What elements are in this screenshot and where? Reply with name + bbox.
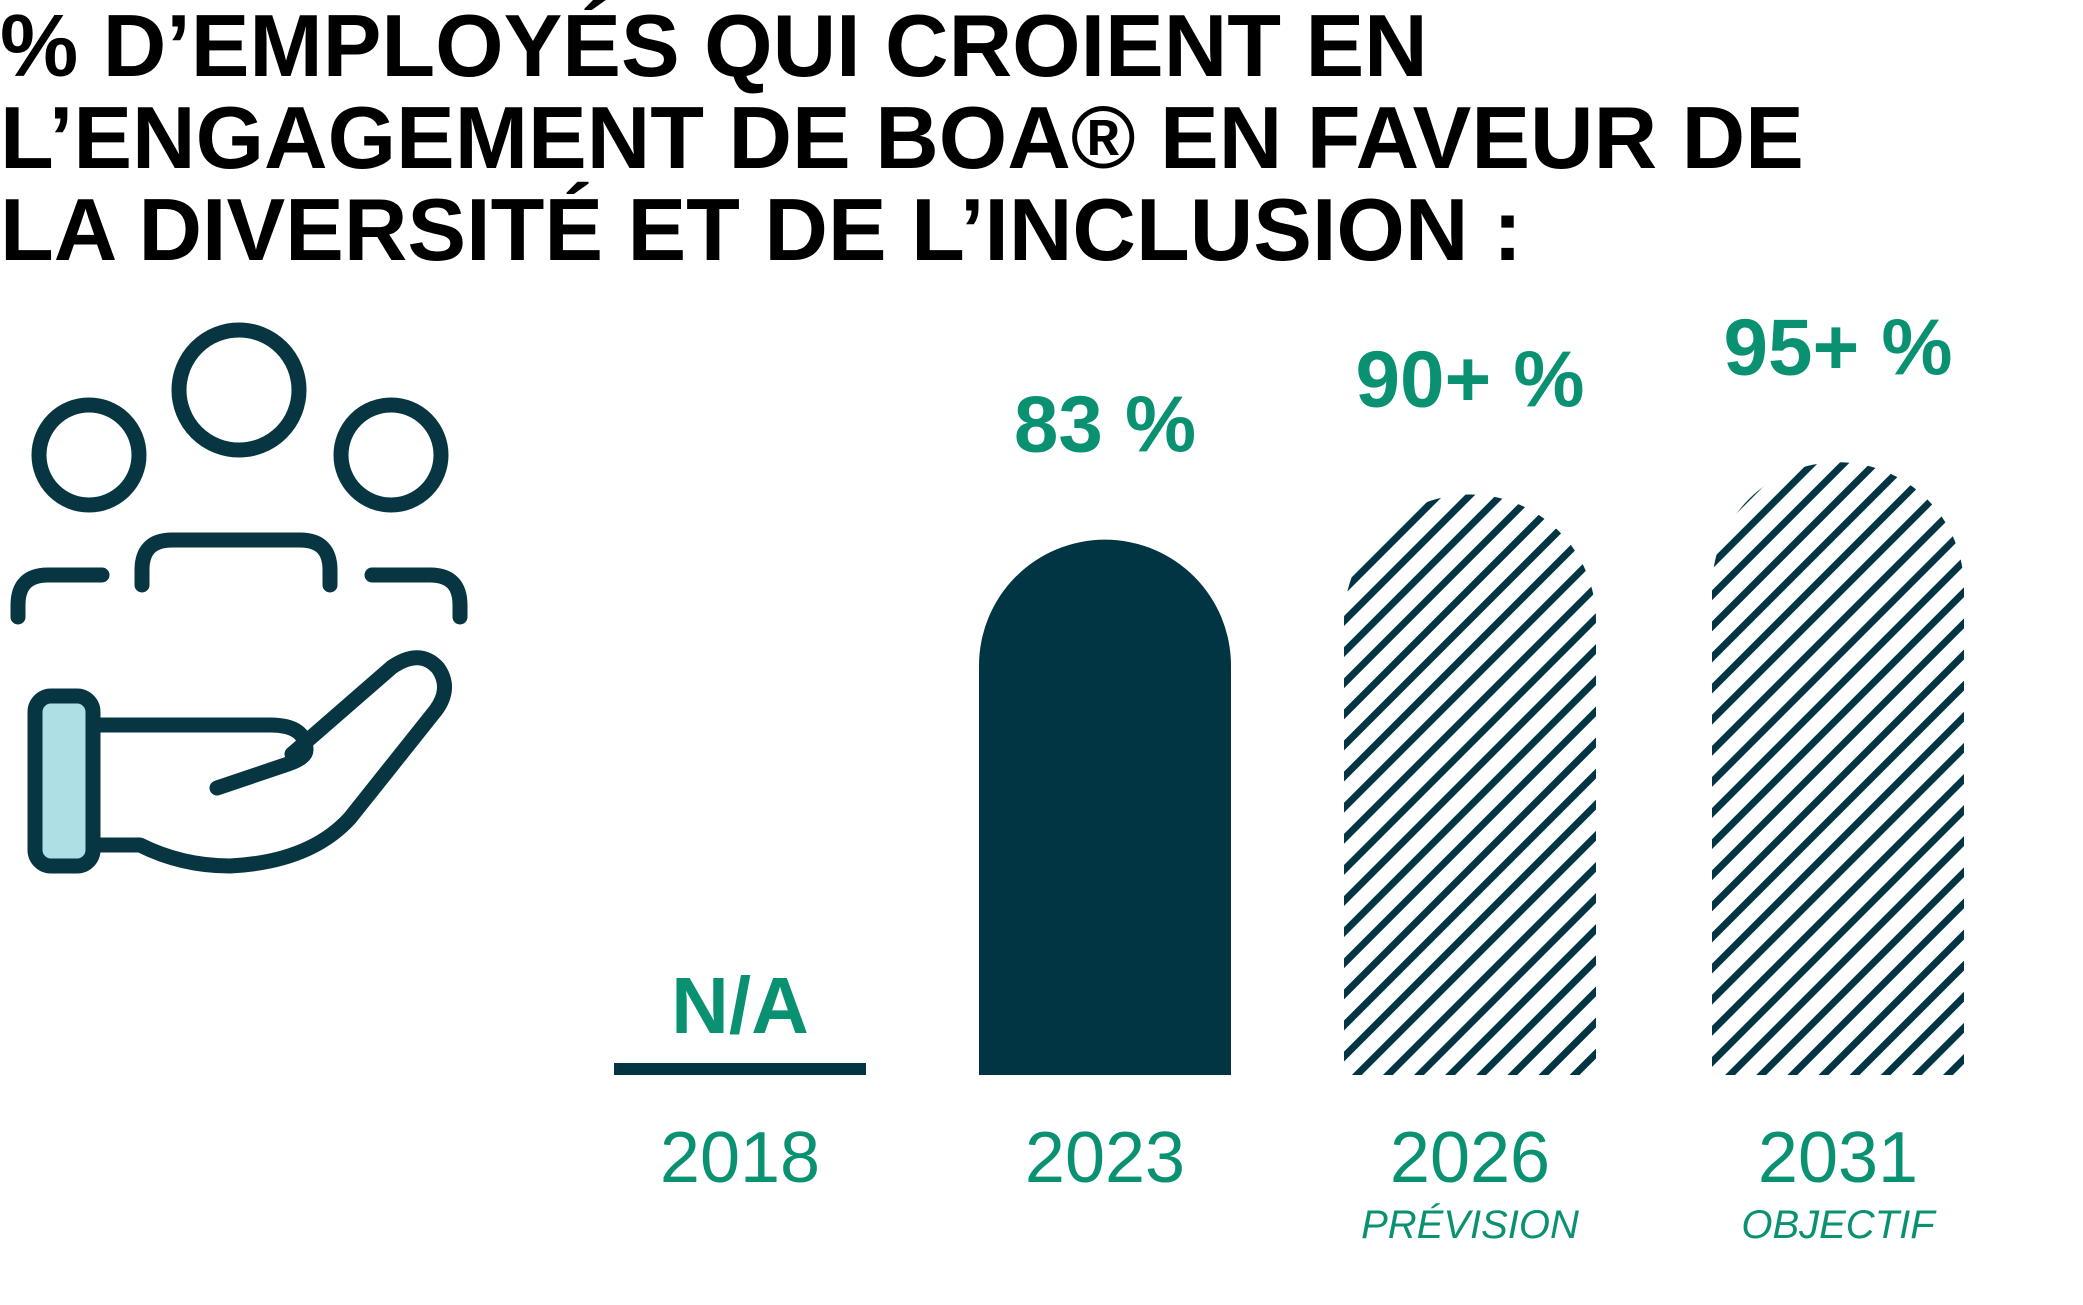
value-label-2031: 95+ % [1723,302,1952,391]
person-center-shoulders [134,532,338,593]
person-left-shoulders [10,567,110,625]
category-label-2026: 2026 [1390,1118,1550,1198]
chart-title: % D’EMPLOYÉS QUI CROIENT EN L’ENGAGEMENT… [0,0,1804,279]
category-note-2026: PRÉVISION [1361,1202,1579,1247]
value-label-2026: 90+ % [1355,335,1584,424]
category-label-2018: 2018 [660,1118,820,1198]
hand-palm [92,650,452,874]
person-right-head [333,397,449,513]
bar-2023 [979,539,1231,1075]
value-label-2023: 83 % [1014,380,1196,469]
bar-2026 [1344,494,1596,1076]
person-left-head [31,397,147,513]
category-label-2031: 2031 [1758,1118,1918,1198]
category-note-2031: OBJECTIF [1741,1203,1937,1247]
bar-2018-na-line [614,1063,866,1075]
value-label-2018: N/A [671,961,809,1050]
people-on-hand-icon [10,322,468,874]
person-center-head [171,322,307,458]
hand-cuff [27,688,101,874]
bar-2031 [1712,462,1964,1076]
bars-group [614,462,1964,1076]
person-right-shoulders [364,567,468,625]
category-label-2023: 2023 [1025,1118,1185,1198]
